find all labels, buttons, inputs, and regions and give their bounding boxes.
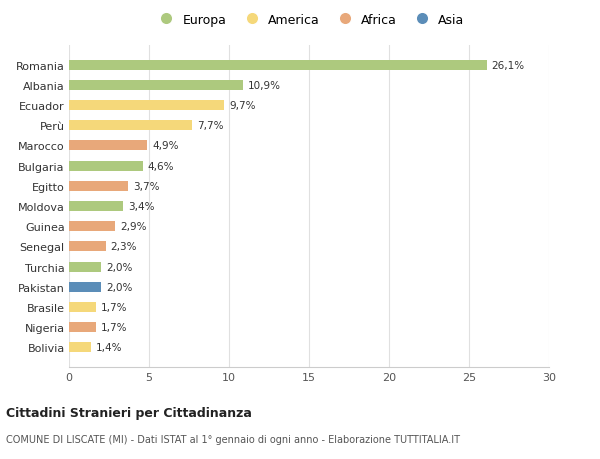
Bar bbox=[69, 262, 101, 272]
Bar bbox=[69, 302, 96, 312]
Text: 2,9%: 2,9% bbox=[120, 222, 146, 232]
Legend: Europa, America, Africa, Asia: Europa, America, Africa, Asia bbox=[154, 14, 464, 27]
Text: 3,4%: 3,4% bbox=[128, 202, 155, 212]
Bar bbox=[69, 141, 148, 151]
Text: 9,7%: 9,7% bbox=[229, 101, 256, 111]
Bar bbox=[69, 101, 224, 111]
Text: 4,6%: 4,6% bbox=[148, 161, 174, 171]
Bar bbox=[69, 222, 115, 232]
Bar bbox=[69, 121, 192, 131]
Text: 7,7%: 7,7% bbox=[197, 121, 223, 131]
Bar bbox=[69, 161, 143, 171]
Text: 4,9%: 4,9% bbox=[152, 141, 179, 151]
Text: 26,1%: 26,1% bbox=[491, 61, 524, 71]
Text: COMUNE DI LISCATE (MI) - Dati ISTAT al 1° gennaio di ogni anno - Elaborazione TU: COMUNE DI LISCATE (MI) - Dati ISTAT al 1… bbox=[6, 434, 460, 444]
Text: 2,0%: 2,0% bbox=[106, 262, 132, 272]
Text: 2,0%: 2,0% bbox=[106, 282, 132, 292]
Text: 3,7%: 3,7% bbox=[133, 181, 160, 191]
Text: 1,4%: 1,4% bbox=[96, 342, 123, 353]
Bar bbox=[69, 342, 91, 353]
Text: 1,7%: 1,7% bbox=[101, 302, 128, 312]
Text: Cittadini Stranieri per Cittadinanza: Cittadini Stranieri per Cittadinanza bbox=[6, 406, 252, 419]
Bar bbox=[69, 282, 101, 292]
Text: 2,3%: 2,3% bbox=[110, 242, 137, 252]
Bar bbox=[69, 81, 244, 91]
Bar bbox=[69, 242, 106, 252]
Text: 1,7%: 1,7% bbox=[101, 322, 128, 332]
Bar bbox=[69, 322, 96, 332]
Bar bbox=[69, 181, 128, 191]
Text: 10,9%: 10,9% bbox=[248, 81, 281, 91]
Bar bbox=[69, 61, 487, 71]
Bar bbox=[69, 202, 124, 212]
